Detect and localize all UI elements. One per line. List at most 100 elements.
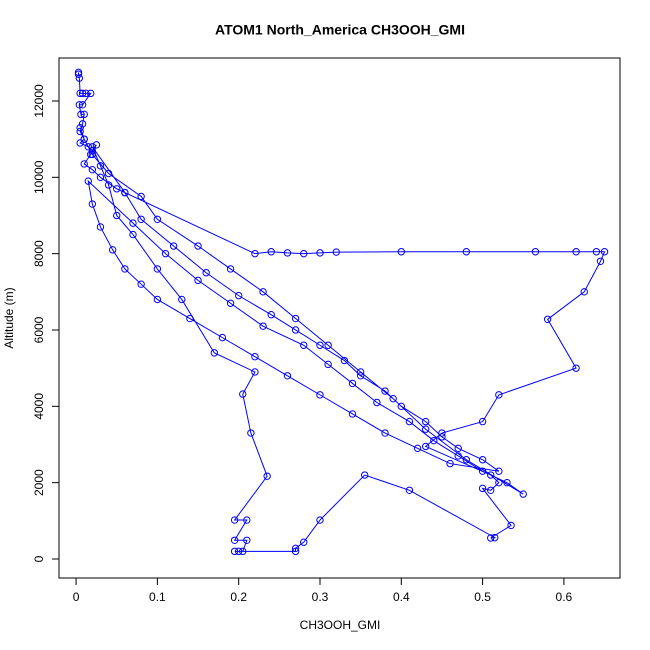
data-point <box>381 387 389 395</box>
data-point <box>487 534 495 542</box>
data-point <box>478 417 487 426</box>
data-point <box>243 516 251 524</box>
data-point <box>104 181 113 189</box>
data-point <box>82 89 90 98</box>
data-point <box>80 160 88 168</box>
data-point <box>121 188 129 197</box>
data-line <box>78 72 606 552</box>
data-point <box>259 322 267 330</box>
data-point <box>421 417 430 426</box>
data-point <box>430 436 438 445</box>
y-tick-label: 10000 <box>32 160 46 194</box>
data-point <box>137 280 145 288</box>
data-point <box>462 248 471 256</box>
data-point <box>300 538 308 546</box>
data-point <box>361 471 369 479</box>
data-point <box>519 490 527 498</box>
data-point <box>267 311 275 319</box>
data-point <box>397 402 405 411</box>
x-tick-label: 0.3 <box>312 590 329 604</box>
data-point <box>226 299 235 307</box>
data-point <box>438 433 446 441</box>
data-point <box>96 162 105 170</box>
data-point <box>78 101 87 109</box>
chart-title: ATOM1 North_America CH3OOH_GMI <box>215 22 465 38</box>
data-point <box>316 516 324 524</box>
data-point <box>332 248 340 256</box>
data-point <box>413 444 422 453</box>
data-point <box>218 333 227 342</box>
data-point <box>234 547 243 556</box>
data-point <box>178 295 186 304</box>
data-point <box>76 139 84 147</box>
data-point <box>230 547 239 556</box>
data-point <box>194 276 202 285</box>
y-tick-label: 8000 <box>32 240 46 267</box>
data-point <box>531 248 540 256</box>
data-point <box>263 472 271 480</box>
data-point <box>194 242 202 250</box>
data-point <box>129 219 137 227</box>
data-point <box>239 390 247 398</box>
data-point <box>80 110 88 119</box>
data-point <box>121 265 129 273</box>
data-point <box>88 146 97 155</box>
y-axis-label: Altitude (m) <box>2 287 16 348</box>
data-point <box>487 471 495 479</box>
data-point <box>592 248 601 256</box>
data-point <box>405 417 414 426</box>
data-point <box>478 484 487 493</box>
data-point <box>88 165 97 174</box>
data-point <box>234 291 243 300</box>
data-point <box>76 127 84 136</box>
data-point <box>503 478 511 487</box>
data-point <box>572 248 580 256</box>
data-point <box>108 246 117 254</box>
data-point <box>259 288 267 296</box>
data-point <box>153 215 162 223</box>
y-tick-label: 6000 <box>32 316 46 343</box>
y-tick-label: 12000 <box>32 84 46 118</box>
data-point <box>80 135 88 143</box>
data-point <box>113 185 121 193</box>
data-point <box>88 143 97 151</box>
data-point <box>129 230 137 239</box>
x-tick-label: 0.2 <box>230 590 247 604</box>
data-point <box>491 533 499 542</box>
data-point <box>462 456 471 464</box>
data-point <box>87 89 95 98</box>
data-point <box>283 372 292 380</box>
data-point <box>283 249 292 257</box>
data-point <box>356 368 365 376</box>
data-point <box>495 478 503 487</box>
data-point <box>596 257 605 265</box>
data-point <box>96 173 105 182</box>
data-point <box>291 544 300 553</box>
data-point <box>169 242 178 250</box>
data-point <box>104 169 113 178</box>
data-point <box>373 398 381 407</box>
data-point <box>405 486 414 494</box>
data-point <box>251 368 259 376</box>
y-tick-label: 4000 <box>32 393 46 420</box>
data-point <box>454 452 462 460</box>
data-point <box>153 295 162 304</box>
data-point <box>495 391 503 399</box>
data-point <box>487 486 495 494</box>
data-point <box>600 248 609 256</box>
data-point <box>84 143 92 151</box>
data-point <box>137 215 145 223</box>
data-point <box>243 536 251 544</box>
data-point <box>76 89 84 98</box>
data-point <box>202 269 210 277</box>
x-tick-label: 0.6 <box>556 590 573 604</box>
data-point <box>572 364 580 372</box>
data-point <box>438 429 446 437</box>
data-point <box>421 425 430 433</box>
data-point <box>300 249 308 258</box>
data-point <box>76 123 84 132</box>
data-point <box>247 429 255 437</box>
data-point <box>153 265 162 273</box>
data-point <box>74 68 83 77</box>
data-point <box>446 459 454 468</box>
